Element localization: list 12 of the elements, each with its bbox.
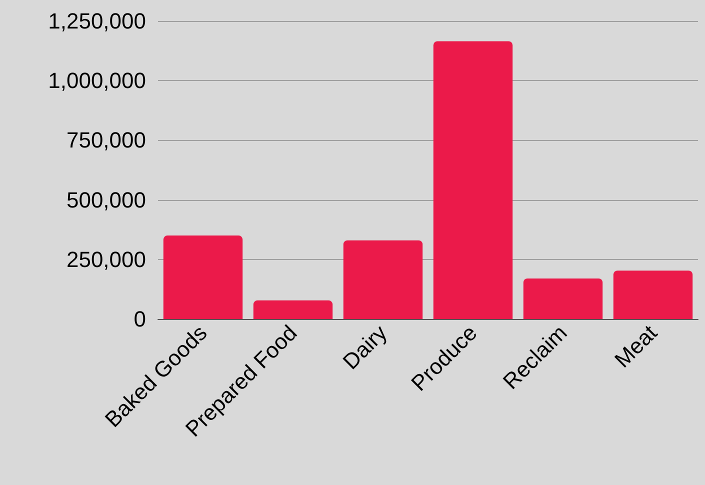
bar [433, 41, 513, 319]
bar [253, 300, 333, 319]
bar [343, 240, 423, 319]
y-tick-label: 750,000 [66, 128, 146, 153]
y-tick-label: 1,000,000 [48, 68, 146, 94]
y-tick-label: 250,000 [66, 246, 146, 272]
bar [613, 270, 693, 319]
bar [163, 236, 243, 319]
y-tick-label: 1,250,000 [48, 8, 146, 34]
y-tick-label: 500,000 [66, 187, 146, 212]
y-tick-label: 0 [134, 306, 146, 332]
bar [523, 278, 603, 319]
